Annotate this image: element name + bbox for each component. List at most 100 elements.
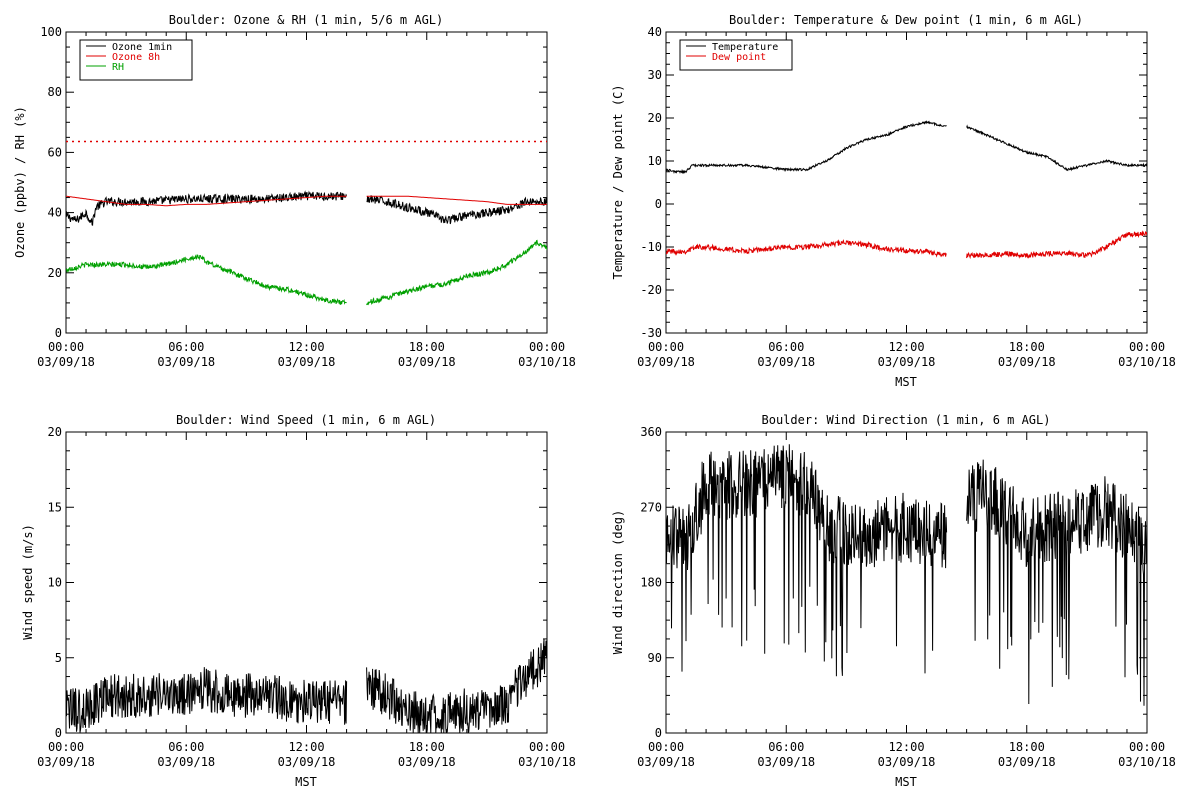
x-tick-date-label: 03/10/18 xyxy=(1118,355,1176,369)
x-tick-date-label: 03/09/18 xyxy=(878,755,936,769)
y-tick-label: 20 xyxy=(48,425,62,439)
legend-entry-label: Ozone 1min xyxy=(112,42,172,53)
wind-speed-panel: Boulder: Wind Speed (1 min, 6 m AGL) Win… xyxy=(21,413,576,789)
series-line-rh-seg0 xyxy=(66,254,347,305)
y-tick-label: -30 xyxy=(640,326,662,340)
series-line-rh-seg1 xyxy=(366,239,547,306)
x-tick-date-label: 03/09/18 xyxy=(757,755,815,769)
x-tick-label: 18:00 xyxy=(409,740,445,754)
x-tick-label: 00:00 xyxy=(48,740,84,754)
y-tick-label: 0 xyxy=(55,726,62,740)
x-tick-date-label: 03/09/18 xyxy=(278,755,336,769)
y-tick-label: 30 xyxy=(648,68,662,82)
y-tick-label: 15 xyxy=(48,500,62,514)
temperature-dewpoint-panel: Boulder: Temperature & Dew point (1 min,… xyxy=(611,13,1176,389)
series-line-dew-point-seg0 xyxy=(666,239,947,258)
y-tick-label: 270 xyxy=(640,500,662,514)
series-line-ozone-8h-seg0 xyxy=(66,195,347,207)
x-tick-label: 00:00 xyxy=(1129,740,1165,754)
temperature-dewpoint-x-axis-label: MST xyxy=(895,375,917,389)
x-tick-date-label: 03/09/18 xyxy=(637,355,695,369)
ozone-rh-y-axis-label: Ozone (ppbv) / RH (%) xyxy=(13,106,27,258)
x-tick-label: 06:00 xyxy=(768,740,804,754)
x-tick-date-label: 03/09/18 xyxy=(398,755,456,769)
legend-entry-label: Ozone 8h xyxy=(112,52,160,63)
y-tick-label: 60 xyxy=(48,145,62,159)
x-tick-label: 00:00 xyxy=(529,740,565,754)
x-tick-label: 00:00 xyxy=(648,740,684,754)
x-tick-label: 06:00 xyxy=(168,340,204,354)
legend-entry-label: RH xyxy=(112,62,124,73)
x-tick-date-label: 03/10/18 xyxy=(518,755,576,769)
wind-speed-y-axis-label: Wind speed (m/s) xyxy=(21,524,35,640)
x-tick-label: 06:00 xyxy=(768,340,804,354)
y-tick-label: 360 xyxy=(640,425,662,439)
wind-speed-title: Boulder: Wind Speed (1 min, 6 m AGL) xyxy=(176,413,436,427)
wind-speed-x-axis-label: MST xyxy=(295,775,317,789)
x-tick-date-label: 03/09/18 xyxy=(878,355,936,369)
series-line-dew-point-seg1 xyxy=(966,230,1147,260)
wind-direction-panel: Boulder: Wind Direction (1 min, 6 m AGL)… xyxy=(611,413,1176,789)
series-line-data-seg0 xyxy=(666,444,948,677)
y-tick-label: 10 xyxy=(648,154,662,168)
x-tick-label: 00:00 xyxy=(529,340,565,354)
y-tick-label: -20 xyxy=(640,283,662,297)
y-tick-label: -10 xyxy=(640,240,662,254)
wind-direction-title: Boulder: Wind Direction (1 min, 6 m AGL) xyxy=(762,413,1051,427)
x-tick-label: 00:00 xyxy=(1129,340,1165,354)
series-line-temperature-seg0 xyxy=(666,120,947,175)
legend-box xyxy=(79,39,193,81)
x-tick-date-label: 03/09/18 xyxy=(998,355,1056,369)
x-tick-label: 12:00 xyxy=(888,740,924,754)
x-tick-date-label: 03/09/18 xyxy=(637,755,695,769)
x-tick-date-label: 03/10/18 xyxy=(1118,755,1176,769)
x-tick-label: 18:00 xyxy=(409,340,445,354)
x-tick-date-label: 03/09/18 xyxy=(37,755,95,769)
y-tick-label: 80 xyxy=(48,85,62,99)
x-tick-label: 18:00 xyxy=(1009,740,1045,754)
y-tick-label: 100 xyxy=(40,25,62,39)
temperature-dewpoint-y-axis-label: Temperature / Dew point (C) xyxy=(611,84,625,279)
series-line-data-seg1 xyxy=(966,459,1147,706)
x-tick-date-label: 03/09/18 xyxy=(398,355,456,369)
legend-box xyxy=(679,39,793,71)
series-line-temperature-seg1 xyxy=(966,124,1147,172)
series-line-data-seg1 xyxy=(366,639,547,733)
x-tick-date-label: 03/09/18 xyxy=(757,355,815,369)
series-line-ozone-1min-seg0 xyxy=(66,190,348,226)
y-tick-label: 0 xyxy=(655,726,662,740)
y-tick-label: 40 xyxy=(648,25,662,39)
y-tick-label: 0 xyxy=(55,326,62,340)
series-line-data-seg0 xyxy=(66,667,348,733)
y-tick-label: 5 xyxy=(55,651,62,665)
wind-direction-x-axis-label: MST xyxy=(895,775,917,789)
x-tick-label: 12:00 xyxy=(888,340,924,354)
x-tick-label: 12:00 xyxy=(288,740,324,754)
x-tick-label: 00:00 xyxy=(48,340,84,354)
y-tick-label: 0 xyxy=(655,197,662,211)
y-tick-label: 180 xyxy=(640,576,662,590)
series-line-ozone-8h-seg1 xyxy=(366,195,547,205)
x-tick-label: 12:00 xyxy=(288,340,324,354)
y-tick-label: 20 xyxy=(48,266,62,280)
ozone-rh-panel: Boulder: Ozone & RH (1 min, 5/6 m AGL) O… xyxy=(13,13,576,369)
y-tick-label: 90 xyxy=(648,651,662,665)
y-tick-label: 20 xyxy=(648,111,662,125)
y-tick-label: 40 xyxy=(48,206,62,220)
x-tick-label: 06:00 xyxy=(168,740,204,754)
x-tick-date-label: 03/09/18 xyxy=(37,355,95,369)
temperature-dewpoint-title: Boulder: Temperature & Dew point (1 min,… xyxy=(729,13,1083,27)
y-tick-label: 10 xyxy=(48,576,62,590)
legend-entry-label: Temperature xyxy=(712,42,778,53)
x-tick-date-label: 03/09/18 xyxy=(278,355,336,369)
x-tick-date-label: 03/09/18 xyxy=(157,355,215,369)
x-tick-date-label: 03/10/18 xyxy=(518,355,576,369)
series-line-ozone-1min-seg1 xyxy=(366,195,547,225)
legend-entry-label: Dew point xyxy=(712,52,766,63)
ozone-rh-title: Boulder: Ozone & RH (1 min, 5/6 m AGL) xyxy=(169,13,444,27)
wind-direction-y-axis-label: Wind direction (deg) xyxy=(611,510,625,655)
x-tick-label: 18:00 xyxy=(1009,340,1045,354)
plot-frame xyxy=(665,31,1148,334)
x-tick-label: 00:00 xyxy=(648,340,684,354)
